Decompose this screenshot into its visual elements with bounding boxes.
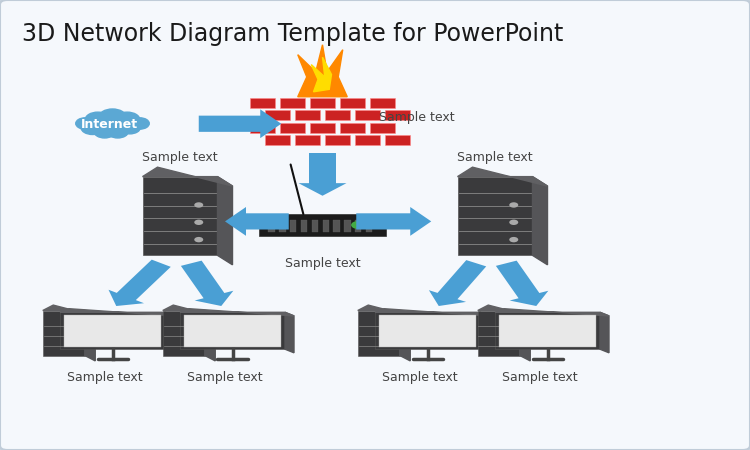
Text: Sample text: Sample text	[458, 151, 532, 164]
Bar	[358, 310, 400, 356]
Bar	[64, 315, 161, 347]
Bar	[499, 315, 596, 347]
Circle shape	[509, 220, 518, 225]
Bar	[60, 312, 165, 349]
Polygon shape	[205, 310, 215, 361]
Bar	[265, 111, 290, 120]
Text: Sample text: Sample text	[379, 111, 454, 123]
Bar	[43, 310, 85, 356]
Bar	[325, 111, 350, 120]
Polygon shape	[199, 109, 281, 138]
Bar	[370, 123, 395, 133]
Bar	[280, 98, 305, 108]
Polygon shape	[358, 305, 410, 316]
Bar	[385, 135, 410, 145]
Bar	[259, 214, 386, 236]
Bar	[458, 176, 532, 256]
Bar	[495, 312, 600, 349]
Bar	[312, 220, 318, 232]
Bar	[375, 312, 480, 349]
Circle shape	[194, 220, 203, 225]
Polygon shape	[285, 312, 294, 353]
Bar	[250, 98, 275, 108]
Bar	[295, 111, 320, 120]
Bar	[301, 220, 307, 232]
Circle shape	[194, 202, 203, 207]
Bar	[265, 135, 290, 145]
Bar	[322, 220, 329, 232]
Bar	[279, 220, 286, 232]
Bar	[355, 135, 380, 145]
Bar	[290, 220, 296, 232]
Bar	[180, 312, 285, 349]
Circle shape	[76, 118, 94, 129]
Polygon shape	[496, 261, 548, 306]
Bar	[379, 315, 476, 347]
Bar	[278, 97, 368, 146]
Text: Sample text: Sample text	[382, 371, 458, 384]
Circle shape	[130, 118, 149, 129]
Bar	[344, 220, 350, 232]
Bar	[355, 111, 380, 120]
Polygon shape	[298, 45, 347, 97]
Text: Internet: Internet	[81, 117, 139, 130]
Polygon shape	[43, 305, 95, 316]
Text: Sample text: Sample text	[142, 151, 218, 164]
Circle shape	[99, 109, 126, 126]
Text: Sample text: Sample text	[503, 371, 578, 384]
Polygon shape	[109, 260, 171, 306]
Polygon shape	[142, 167, 232, 186]
Polygon shape	[375, 309, 489, 316]
Polygon shape	[429, 260, 486, 306]
Bar	[310, 98, 335, 108]
Polygon shape	[458, 167, 548, 186]
Bar	[268, 220, 274, 232]
Polygon shape	[480, 312, 489, 353]
Bar	[340, 98, 365, 108]
Bar	[355, 220, 362, 232]
Polygon shape	[532, 176, 548, 265]
Text: Sample text: Sample text	[68, 371, 142, 384]
Polygon shape	[217, 176, 232, 265]
Bar	[385, 111, 410, 120]
Polygon shape	[520, 310, 530, 361]
Polygon shape	[180, 309, 294, 316]
Text: Sample text: Sample text	[285, 256, 360, 270]
Polygon shape	[298, 153, 346, 196]
Bar	[295, 135, 320, 145]
Text: 3D Network Diagram Template for PowerPoint: 3D Network Diagram Template for PowerPoi…	[22, 22, 564, 46]
Bar	[370, 98, 395, 108]
Polygon shape	[478, 305, 530, 316]
Polygon shape	[311, 57, 332, 92]
Circle shape	[107, 126, 128, 138]
Bar	[333, 220, 340, 232]
Circle shape	[86, 112, 110, 127]
Polygon shape	[495, 309, 609, 316]
Bar	[280, 123, 305, 133]
Polygon shape	[181, 261, 233, 306]
Polygon shape	[600, 312, 609, 353]
Circle shape	[358, 221, 372, 229]
Bar	[478, 310, 520, 356]
Bar	[250, 123, 275, 133]
Bar	[142, 176, 218, 256]
Circle shape	[115, 112, 140, 127]
Bar	[184, 315, 281, 347]
Polygon shape	[165, 312, 174, 353]
Polygon shape	[163, 305, 215, 316]
Circle shape	[194, 237, 203, 242]
Polygon shape	[225, 207, 289, 236]
Circle shape	[81, 121, 104, 135]
Text: Sample text: Sample text	[188, 371, 262, 384]
Circle shape	[351, 221, 364, 229]
Polygon shape	[60, 309, 174, 316]
Polygon shape	[356, 207, 431, 236]
Bar	[340, 123, 365, 133]
Bar	[325, 135, 350, 145]
Circle shape	[98, 117, 128, 135]
Bar	[310, 123, 335, 133]
Circle shape	[94, 126, 116, 138]
Circle shape	[119, 121, 140, 134]
Circle shape	[509, 202, 518, 207]
